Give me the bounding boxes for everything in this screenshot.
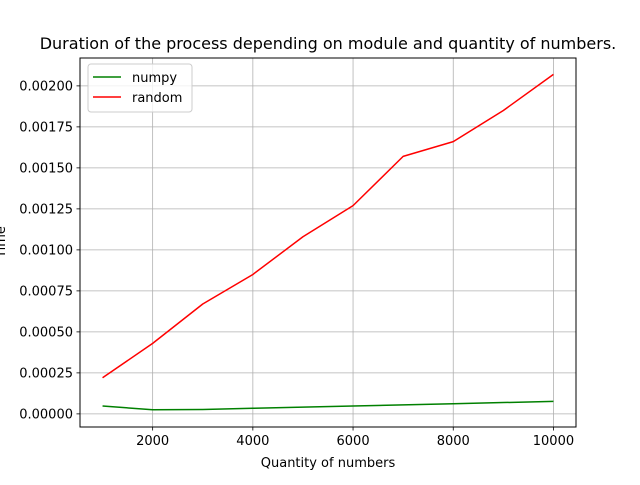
- legend-box: [87, 63, 193, 113]
- series-line-numpy: [102, 400, 554, 411]
- legend: numpy random: [87, 63, 193, 113]
- y-tick-label: 0.00050: [19, 325, 73, 340]
- x-axis-label: Quantity of numbers: [261, 456, 396, 471]
- y-tick-label: 0.00175: [19, 120, 73, 135]
- y-tick-label: 0.00125: [19, 202, 73, 217]
- legend-label-random: random: [132, 91, 182, 106]
- x-tick-label: 4000: [236, 434, 269, 449]
- tick-layer: 2000 4000 6000 8000 10000 0.00000 0.00025 0.000…: [19, 79, 574, 449]
- y-tick-label: 0.00025: [19, 366, 73, 381]
- y-tick-label: 0.00075: [19, 284, 73, 299]
- x-tick-label: 8000: [437, 434, 470, 449]
- y-tick-label: 0.00200: [19, 79, 73, 94]
- x-tick-label: 10000: [533, 434, 574, 449]
- y-tick-label: 0.00100: [19, 243, 73, 258]
- legend-label-numpy: numpy: [132, 71, 177, 86]
- series-layer: [102, 73, 554, 411]
- y-tick-label: 0.00000: [19, 407, 73, 422]
- grid-layer: [80, 58, 576, 427]
- x-tick-label: 2000: [136, 434, 169, 449]
- x-tick-label: 6000: [337, 434, 370, 449]
- series-line-random: [102, 73, 554, 379]
- plot-frame: [79, 57, 577, 428]
- y-tick-label: 0.00150: [19, 161, 73, 176]
- chart-title: Duration of the process depending on mod…: [40, 34, 617, 53]
- y-axis-label: Time: [0, 226, 9, 259]
